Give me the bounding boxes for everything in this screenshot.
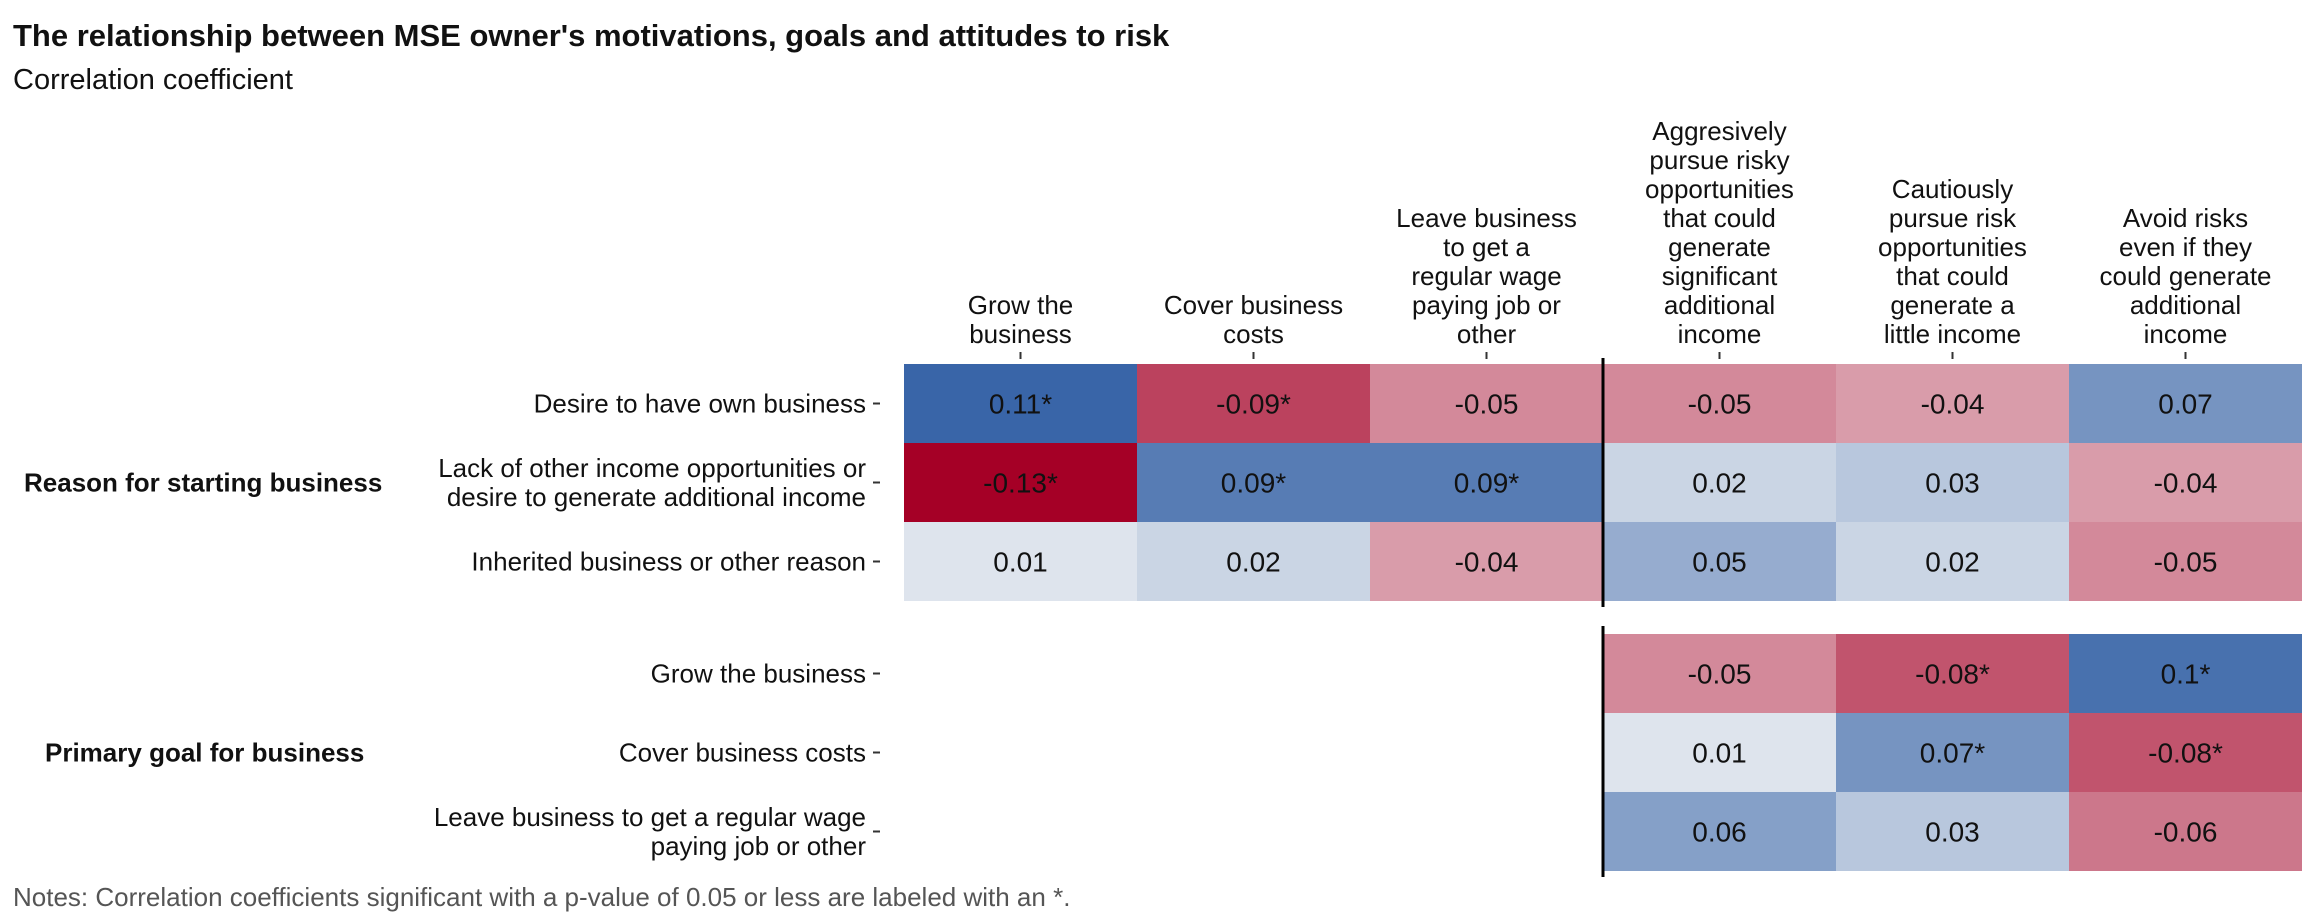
- group-label: Primary goal for business: [45, 738, 364, 768]
- column-label: Cautiously pursue risk opportunities that c…: [1878, 174, 2027, 349]
- cell-value: 0.03: [1925, 817, 1980, 848]
- cell-value: 0.1*: [2161, 659, 2211, 690]
- cell-value: 0.05: [1692, 547, 1747, 578]
- heatmap-cell: [1836, 522, 2069, 601]
- heatmap-cell: [1370, 443, 1603, 522]
- heatmap-cell: [2069, 713, 2302, 792]
- cell-value: 0.09*: [1221, 468, 1286, 499]
- cell-value: 0.02: [1692, 468, 1747, 499]
- chart-subtitle: Correlation coefficient: [13, 64, 293, 96]
- heatmap-cell: [2069, 443, 2302, 522]
- heatmap-cell: [1137, 364, 1370, 443]
- cell-value: -0.04: [1921, 389, 1985, 420]
- heatmap-cell: [1603, 634, 1836, 713]
- heatmap-cell: [1603, 364, 1836, 443]
- cell-value: -0.08*: [1915, 659, 1990, 690]
- heatmap-cell: [1836, 443, 2069, 522]
- cell-value: -0.06: [2154, 817, 2218, 848]
- heatmap-cell: [1836, 634, 2069, 713]
- cell-value: 0.02: [1226, 547, 1281, 578]
- cell-value: 0.09*: [1454, 468, 1519, 499]
- cell-value: 0.02: [1925, 547, 1980, 578]
- column-label: Cover business costs: [1164, 290, 1343, 349]
- row-label: Leave business to get a regular wage payi…: [434, 802, 867, 861]
- cell-value: 0.11*: [989, 389, 1052, 420]
- cell-value: -0.05: [1688, 389, 1752, 420]
- heatmap-cell: [1836, 792, 2069, 871]
- heatmap-cell: [2069, 522, 2302, 601]
- cell-value: 0.06: [1692, 817, 1747, 848]
- cell-value: -0.09*: [1216, 389, 1291, 420]
- cell-value: 0.07: [2158, 389, 2213, 420]
- heatmap-cell: [1603, 713, 1836, 792]
- cell-value: -0.05: [1688, 659, 1752, 690]
- chart-title: The relationship between MSE owner's mot…: [13, 18, 1170, 53]
- column-label: Grow the business: [968, 290, 1074, 349]
- heatmap-cell: [904, 443, 1137, 522]
- cell-value: 0.07*: [1920, 738, 1985, 769]
- heatmap-cell: [1137, 443, 1370, 522]
- row-label: Lack of other income opportunities or des…: [438, 453, 866, 512]
- cell-value: 0.01: [993, 547, 1048, 578]
- column-label: Avoid risks even if they could generate add…: [2099, 203, 2271, 349]
- group-label: Reason for starting business: [24, 468, 382, 498]
- row-label: Cover business costs: [619, 738, 866, 768]
- row-label: Grow the business: [651, 659, 866, 689]
- heatmap-cell: [904, 364, 1137, 443]
- heatmap-cell: [1137, 522, 1370, 601]
- column-label: Aggresively pursue risky opportunities that…: [1645, 116, 1794, 349]
- cell-value: 0.03: [1925, 468, 1980, 499]
- cell-value: -0.05: [1455, 389, 1519, 420]
- cell-value: -0.08*: [2148, 738, 2223, 769]
- heatmap-cell: [1370, 364, 1603, 443]
- row-label: Desire to have own business: [534, 389, 866, 419]
- heatmap-cell: [2069, 364, 2302, 443]
- heatmap-cell: [1836, 713, 2069, 792]
- heatmap-cell: [1603, 522, 1836, 601]
- heatmap-cell: [1836, 364, 2069, 443]
- column-label: Leave business to get a regular wage paying…: [1396, 203, 1577, 349]
- cell-value: -0.05: [2154, 547, 2218, 578]
- cell-value: -0.04: [1455, 547, 1519, 578]
- chart-notes: Notes: Correlation coefficients signific…: [13, 882, 1071, 912]
- row-label: Inherited business or other reason: [471, 547, 866, 577]
- heatmap-cell: [2069, 634, 2302, 713]
- heatmap-cell: [2069, 792, 2302, 871]
- heatmap-cell: [1603, 443, 1836, 522]
- heatmap-cell: [1603, 792, 1836, 871]
- cell-value: 0.01: [1692, 738, 1747, 769]
- cell-value: -0.04: [2154, 468, 2218, 499]
- heatmap-cell: [904, 522, 1137, 601]
- heatmap-cell: [1370, 522, 1603, 601]
- cell-value: -0.13*: [983, 468, 1058, 499]
